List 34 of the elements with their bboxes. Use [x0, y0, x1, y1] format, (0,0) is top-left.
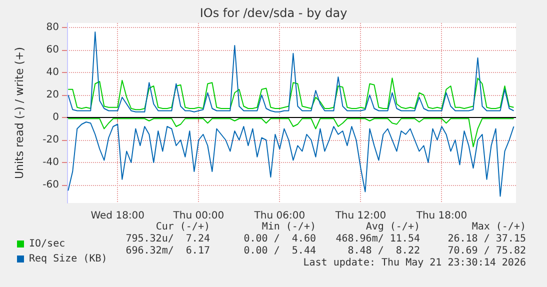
y-axis-title: Units read (-) / write (+)	[13, 46, 26, 180]
text: Avg (-/+)	[366, 222, 420, 232]
text: Min (-/+)	[262, 222, 316, 232]
line-series	[68, 78, 514, 110]
text: Max (-/+)	[472, 222, 526, 232]
x-tick-label: Wed 18:00	[90, 210, 145, 222]
x-tick-label: Thu 12:00	[334, 210, 386, 222]
legend-label: IO/sec	[29, 238, 66, 250]
text: 8.48 / 8.22	[348, 246, 420, 256]
text: 26.18 / 37.15	[448, 234, 526, 244]
chart-title: IOs for /dev/sda - by day	[200, 6, 348, 20]
text: 468.96m/ 11.54	[336, 234, 420, 244]
y-tick-label: 80	[46, 22, 59, 33]
text: 795.32u/ 7.24	[126, 234, 210, 244]
y-tick-label: 60	[46, 44, 59, 56]
y-tick-label: 20	[46, 90, 59, 100]
y-tick-label: 40	[46, 67, 59, 78]
text: Cur (-/+)	[156, 222, 210, 232]
y-tick-label: -60	[42, 180, 59, 190]
line-series	[68, 118, 514, 148]
line-series	[68, 122, 514, 197]
text: 0.00 / 4.60	[244, 234, 316, 244]
y-tick-label: -20	[42, 134, 59, 146]
y-tick-label: -40	[42, 157, 59, 168]
text: 0.00 / 5.44	[244, 246, 316, 256]
text: 70.69 / 75.82	[448, 246, 526, 256]
legend-label: Req Size (KB)	[29, 254, 108, 264]
x-tick-label: Thu 06:00	[253, 210, 306, 222]
text: Last update: Thu May 21 23:30:14 2026	[303, 258, 526, 268]
line-series	[68, 32, 514, 112]
x-tick-label: Thu 18:00	[415, 210, 468, 222]
x-tick-label: Thu 00:00	[172, 210, 224, 222]
text: 696.32m/ 6.17	[126, 246, 210, 256]
y-tick-label: 0	[52, 112, 59, 123]
